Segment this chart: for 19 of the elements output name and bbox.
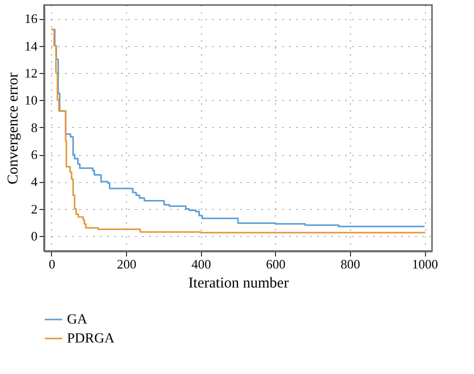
x-tick-label: 200 [116,256,136,272]
y-tick-label: 16 [24,11,38,26]
x-tick-label: 600 [266,256,286,272]
y-tick-label: 6 [31,147,38,162]
y-tick-label: 10 [24,92,38,108]
y-tick-label: 14 [24,38,38,54]
x-tick-label: 800 [340,256,360,272]
y-tick-label: 12 [24,65,38,80]
x-tick-label: 1000 [412,256,438,272]
legend-label: PDRGA [67,332,116,346]
x-tick-label: 0 [48,256,56,272]
y-axis-title: Convergence error [6,72,22,184]
y-tick-label: 8 [31,120,38,135]
x-axis-title: Iteration number [188,276,289,292]
y-tick-label: 2 [31,201,38,216]
y-tick-label: 4 [31,174,38,190]
x-tick-label: 400 [191,256,211,272]
legend-label: GA [67,312,88,328]
y-tick-label: 0 [31,228,38,244]
